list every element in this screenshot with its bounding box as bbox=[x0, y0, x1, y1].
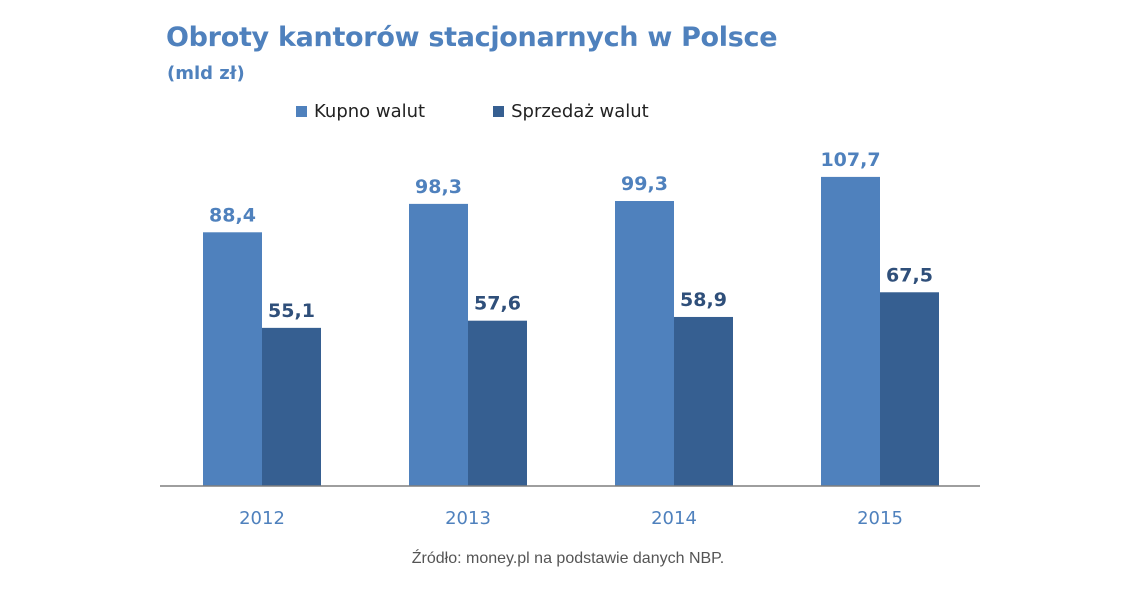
bar-sprzedaz-2013 bbox=[468, 320, 527, 486]
category-label-2013: 2013 bbox=[445, 508, 491, 529]
chart-subtitle: (mld zł) bbox=[167, 63, 245, 84]
category-labels-layer: 2012 2013 2014 2015 bbox=[239, 508, 903, 529]
bar-kupno-2014 bbox=[615, 201, 674, 486]
source-note: Źródło: money.pl na podstawie danych NBP… bbox=[411, 550, 725, 567]
bars-layer bbox=[203, 176, 939, 486]
bar-kupno-2013 bbox=[409, 203, 468, 486]
category-label-2014: 2014 bbox=[651, 508, 697, 529]
value-label-kupno-2012: 88,4 bbox=[209, 204, 256, 226]
bar-sprzedaz-2015 bbox=[880, 292, 939, 486]
legend-label-kupno: Kupno walut bbox=[314, 101, 426, 122]
legend: Kupno walut Sprzedaż walut bbox=[296, 101, 717, 122]
bar-sprzedaz-2012 bbox=[262, 327, 321, 486]
legend-item-sprzedaz: Sprzedaż walut bbox=[493, 101, 649, 122]
bar-sprzedaz-2014 bbox=[674, 316, 733, 486]
legend-swatch-sprzedaz bbox=[493, 106, 505, 117]
legend-label-sprzedaz: Sprzedaż walut bbox=[511, 101, 649, 122]
value-label-sprzedaz-2012: 55,1 bbox=[268, 300, 315, 322]
chart-title: Obroty kantorów stacjonarnych w Polsce bbox=[166, 22, 778, 53]
value-labels-layer: 88,4 55,1 98,3 57,6 99,3 58,9 107,7 67,5 bbox=[209, 149, 933, 322]
bar-kupno-2012 bbox=[203, 232, 262, 486]
category-label-2012: 2012 bbox=[239, 508, 285, 529]
category-label-2015: 2015 bbox=[857, 508, 903, 529]
legend-item-kupno: Kupno walut bbox=[296, 101, 425, 122]
value-label-sprzedaz-2015: 67,5 bbox=[886, 264, 933, 286]
value-label-kupno-2015: 107,7 bbox=[820, 149, 880, 171]
legend-swatch-kupno bbox=[296, 106, 307, 117]
value-label-sprzedaz-2014: 58,9 bbox=[680, 289, 727, 311]
bar-kupno-2015 bbox=[821, 176, 880, 486]
value-label-kupno-2014: 99,3 bbox=[621, 173, 668, 195]
value-label-kupno-2013: 98,3 bbox=[415, 176, 462, 198]
value-label-sprzedaz-2013: 57,6 bbox=[474, 293, 521, 315]
